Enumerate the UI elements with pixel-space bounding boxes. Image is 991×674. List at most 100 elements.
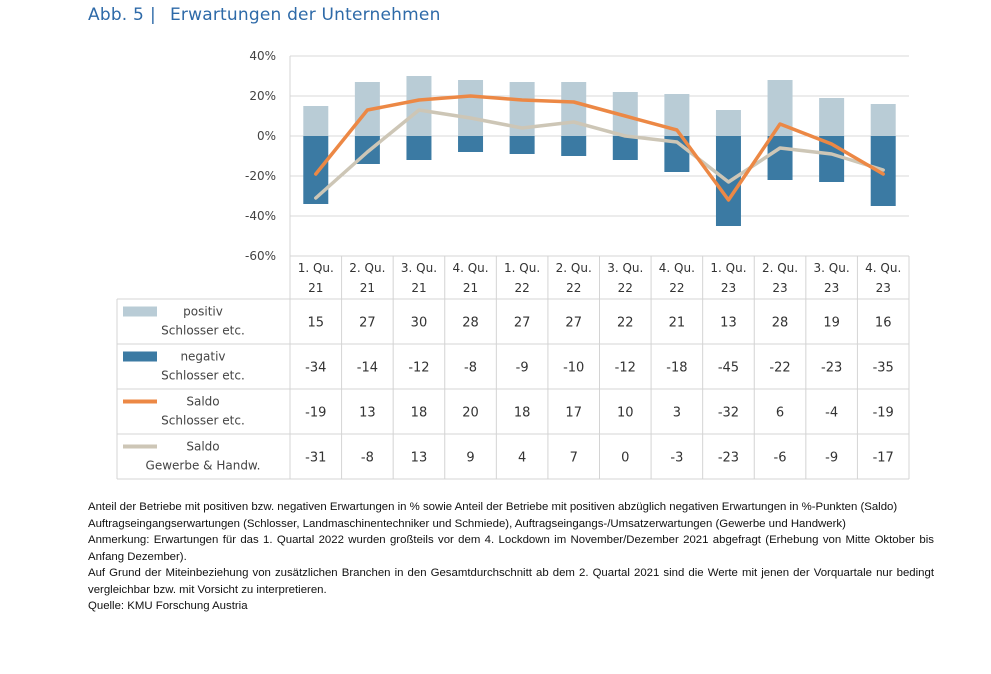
legend-label: Schlosser etc. xyxy=(161,324,245,338)
data-label: 19 xyxy=(823,316,840,331)
bar xyxy=(406,76,432,136)
legend-swatch xyxy=(123,351,157,362)
data-label: 27 xyxy=(565,316,582,331)
category-label: 4. Qu. xyxy=(452,261,488,275)
data-label: 13 xyxy=(359,406,376,421)
note-line: Anteil der Betriebe mit positiven bzw. n… xyxy=(88,501,898,513)
source-line: Quelle: KMU Forschung Austria xyxy=(88,600,248,612)
data-label: 30 xyxy=(411,316,428,331)
data-label: 9 xyxy=(466,451,474,466)
data-label: 27 xyxy=(514,316,531,331)
category-label: 21 xyxy=(411,281,426,295)
category-label: 1. Qu. xyxy=(504,261,540,275)
note-line: Anmerkung: Erwartungen für das 1. Quarta… xyxy=(88,534,934,563)
data-label: 21 xyxy=(669,316,686,331)
series-line xyxy=(314,94,885,202)
y-tick-label: 40% xyxy=(249,49,276,63)
bar xyxy=(715,110,741,136)
data-label: -3 xyxy=(670,451,683,466)
data-label: 17 xyxy=(565,406,582,421)
y-tick-label: 20% xyxy=(249,89,276,103)
bar xyxy=(458,136,484,152)
data-label: -8 xyxy=(464,361,477,376)
category-label: 23 xyxy=(824,281,839,295)
category-label: 22 xyxy=(514,281,529,295)
legend-label: Gewerbe & Handw. xyxy=(146,459,261,473)
data-label: 7 xyxy=(570,451,578,466)
category-label: 22 xyxy=(669,281,684,295)
data-label: -34 xyxy=(305,361,326,376)
figure-separator: | xyxy=(150,5,156,25)
data-label: -18 xyxy=(666,361,687,376)
data-label: -23 xyxy=(821,361,842,376)
data-label: 28 xyxy=(772,316,789,331)
bar xyxy=(870,104,896,136)
bar xyxy=(406,136,432,160)
figure-title-text: Erwartungen der Unternehmen xyxy=(169,5,441,25)
data-label: -17 xyxy=(873,451,894,466)
data-label: 4 xyxy=(518,451,526,466)
data-label: -31 xyxy=(305,451,326,466)
category-label: 4. Qu. xyxy=(659,261,695,275)
category-label: 4. Qu. xyxy=(865,261,901,275)
data-label: 28 xyxy=(462,316,479,331)
bar xyxy=(303,136,329,204)
data-label: -9 xyxy=(825,451,838,466)
legend-label: positiv xyxy=(183,305,223,319)
data-label: 13 xyxy=(720,316,737,331)
data-label: -22 xyxy=(769,361,790,376)
category-label: 23 xyxy=(876,281,891,295)
data-label: 15 xyxy=(308,316,325,331)
legend-label: negativ xyxy=(180,350,225,364)
y-tick-label: -40% xyxy=(245,209,276,223)
data-label: 18 xyxy=(411,406,428,421)
expectations-chart: 40% 20% 0% -20% -40% -60% 1. Qu. 21 2. Qu. 21 3. Q… xyxy=(116,49,910,480)
category-label: 1. Qu. xyxy=(710,261,746,275)
data-label: -9 xyxy=(516,361,529,376)
data-label: -32 xyxy=(718,406,739,421)
data-label: -45 xyxy=(718,361,739,376)
figure-title: Abb. 5 | Erwartungen der Unternehmen xyxy=(88,5,441,25)
category-label: 23 xyxy=(772,281,787,295)
y-tick-label: -20% xyxy=(245,169,276,183)
data-label: -35 xyxy=(873,361,894,376)
category-label: 21 xyxy=(308,281,323,295)
data-label: -23 xyxy=(718,451,739,466)
legend-label: Saldo xyxy=(186,440,219,454)
data-label: -19 xyxy=(305,406,326,421)
y-tick-label: 0% xyxy=(257,129,276,143)
data-label: 3 xyxy=(673,406,681,421)
category-label: 3. Qu. xyxy=(607,261,643,275)
bar xyxy=(819,98,845,136)
bar xyxy=(561,136,587,156)
data-label: -10 xyxy=(563,361,584,376)
data-label: 6 xyxy=(776,406,784,421)
category-label: 22 xyxy=(618,281,633,295)
category-label: 2. Qu. xyxy=(556,261,592,275)
data-label: 16 xyxy=(875,316,892,331)
figure-notes: Anteil der Betriebe mit positiven bzw. n… xyxy=(88,499,934,615)
bar xyxy=(458,80,484,136)
data-label: -12 xyxy=(615,361,636,376)
category-label: 22 xyxy=(566,281,581,295)
data-label: 22 xyxy=(617,316,634,331)
legend-label: Schlosser etc. xyxy=(161,414,245,428)
note-line: Auftragseingangserwartungen (Schlosser, … xyxy=(88,517,846,530)
bar xyxy=(612,136,638,160)
data-label: -12 xyxy=(408,361,429,376)
legend-label: Schlosser etc. xyxy=(161,369,245,383)
legend-label: Saldo xyxy=(186,395,219,409)
bar xyxy=(303,106,329,136)
category-label: 2. Qu. xyxy=(762,261,798,275)
category-label: 2. Qu. xyxy=(349,261,385,275)
legend-swatch xyxy=(123,306,157,317)
data-label: 27 xyxy=(359,316,376,331)
category-label: 21 xyxy=(360,281,375,295)
data-label: -6 xyxy=(774,451,787,466)
category-label: 21 xyxy=(463,281,478,295)
bar xyxy=(767,136,793,180)
data-label: -19 xyxy=(873,406,894,421)
data-label: 20 xyxy=(462,406,479,421)
figure-number: Abb. 5 xyxy=(88,5,145,25)
note-line: Auf Grund der Miteinbeziehung von zusätz… xyxy=(88,567,934,596)
